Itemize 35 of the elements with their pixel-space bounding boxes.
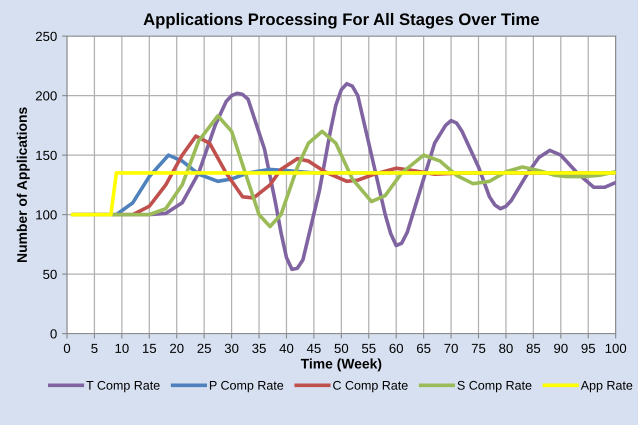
x-tick-label: 75 [472, 344, 486, 354]
legend-label: S Comp Rate [458, 380, 532, 392]
legend-label: C Comp Rate [333, 380, 408, 392]
x-tick-label: 65 [416, 344, 430, 354]
x-tick-label: 40 [279, 344, 294, 354]
x-tick-label: 95 [582, 344, 596, 354]
legend-label: App Rate [580, 381, 632, 392]
x-tick-label: 0 [64, 344, 70, 354]
x-tick-label: 90 [554, 344, 568, 354]
y-tick-label: 50 [43, 270, 57, 280]
x-axis-title: Time (Week) [300, 358, 382, 372]
y-tick-label: 100 [36, 210, 57, 220]
x-tick-label: 20 [170, 344, 184, 354]
x-tick-label: 35 [252, 344, 266, 354]
chart-title: Applications Processing For All Stages Over Time [144, 12, 539, 29]
x-tick-label: 5 [91, 344, 98, 354]
x-tick-label: 30 [224, 344, 238, 354]
y-axis-title: Number of Applications [16, 107, 30, 262]
legend-label: T Comp Rate [86, 380, 160, 392]
y-tick-label: 150 [36, 150, 57, 160]
x-tick-label: 10 [116, 344, 129, 354]
x-tick-label: 50 [334, 344, 348, 354]
x-tick-label: 100 [606, 344, 626, 354]
legend-label: P Comp Rate [210, 380, 284, 392]
x-tick-label: 15 [142, 344, 156, 354]
y-tick-label: 200 [36, 91, 57, 101]
y-tick-label: 250 [36, 32, 57, 42]
x-tick-label: 80 [499, 344, 513, 354]
x-tick-label: 25 [197, 344, 211, 354]
x-tick-label: 60 [390, 344, 404, 354]
x-tick-label: 55 [362, 344, 376, 354]
y-tick-label: 0 [50, 329, 57, 339]
x-tick-label: 85 [526, 344, 540, 354]
x-tick-label: 70 [444, 344, 458, 354]
x-tick-label: 45 [306, 344, 321, 354]
